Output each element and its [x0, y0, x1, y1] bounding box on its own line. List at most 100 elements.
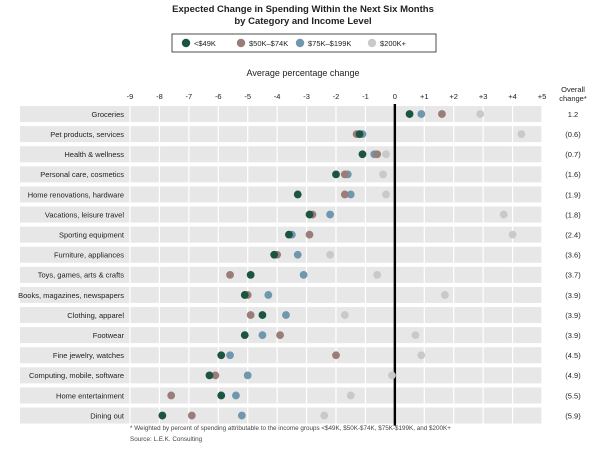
- category-band: [20, 126, 542, 143]
- category-band: [20, 387, 542, 404]
- x-tick-label: -1: [362, 92, 369, 101]
- data-point-3: [499, 210, 508, 219]
- data-point-3: [440, 291, 449, 299]
- legend-label-0: <$49K: [194, 39, 216, 48]
- overall-value: (1.9): [565, 190, 581, 199]
- data-point-2: [293, 250, 302, 259]
- data-point-3: [373, 270, 382, 279]
- category-label: Furniture, appliances: [54, 251, 124, 260]
- x-tick-label: -6: [215, 92, 222, 101]
- category-band: [20, 166, 542, 183]
- data-point-3: [379, 170, 387, 179]
- overall-value: (4.9): [565, 371, 581, 380]
- data-point-3: [382, 150, 390, 159]
- data-point-1: [226, 270, 234, 279]
- category-band: [20, 307, 542, 324]
- chart-subtitle: Average percentage change: [247, 68, 360, 78]
- data-point-3: [417, 351, 426, 360]
- gridlines: [129, 104, 543, 426]
- x-tick-label: +4: [508, 92, 517, 101]
- legend-label-1: $50K–$74K: [249, 39, 288, 48]
- data-point-0: [217, 351, 226, 360]
- category-label: Sporting equipment: [59, 230, 125, 239]
- category-band: [20, 286, 542, 303]
- data-point-2: [326, 210, 335, 219]
- category-labels: Groceries Pet products, services Health & …: [18, 110, 125, 421]
- data-point-2: [258, 331, 267, 340]
- category-band: [20, 367, 542, 384]
- data-point-0: [158, 411, 167, 420]
- legend-label-2: $75K–$199K: [308, 39, 351, 48]
- data-point-0: [270, 250, 279, 259]
- data-point-0: [246, 270, 255, 279]
- category-label: Home renovations, hardware: [28, 190, 124, 199]
- data-point-2: [226, 351, 234, 360]
- overall-header-line2: change*: [559, 94, 587, 103]
- data-point-3: [346, 391, 355, 400]
- data-point-3: [340, 311, 349, 319]
- data-point-0: [240, 291, 249, 299]
- overall-value: (3.9): [565, 331, 581, 340]
- chart-title-line1: Expected Change in Spending Within the N…: [172, 4, 434, 15]
- data-point-2: [346, 190, 355, 199]
- category-band: [20, 186, 542, 203]
- data-point-0: [285, 230, 293, 239]
- overall-value: (1.8): [565, 210, 581, 219]
- category-band: [20, 206, 542, 223]
- x-axis-ticks: -9 -8 -7 -6 -5 -4 -3 -2 -1 0 +1 +2 +3 +4 +5: [127, 92, 547, 101]
- data-point-0: [355, 130, 364, 139]
- overall-value: (2.4): [565, 230, 581, 239]
- overall-values: 1.2 (0.6) (0.7) (1.6) (1.9) (1.8) (2.4) (3.6) (3…: [565, 110, 581, 421]
- data-points: [158, 110, 526, 420]
- x-tick-label: -7: [186, 92, 193, 101]
- legend-marker-0: [181, 38, 191, 48]
- data-point-0: [205, 371, 214, 380]
- overall-value: (1.6): [565, 170, 581, 179]
- overall-value: (3.9): [565, 311, 581, 320]
- overall-value: (5.5): [565, 391, 581, 400]
- x-tick-label: -4: [274, 92, 281, 101]
- data-point-3: [411, 331, 420, 340]
- data-point-3: [320, 411, 329, 420]
- data-point-1: [332, 351, 340, 360]
- data-point-3: [326, 250, 335, 259]
- category-band: [20, 347, 542, 364]
- legend: <$49K $50K–$74K $75K–$199K $200K+: [171, 33, 437, 53]
- data-point-2: [237, 411, 246, 420]
- legend-marker-2: [295, 38, 305, 48]
- category-band: [20, 146, 542, 163]
- overall-value: (3.7): [565, 271, 581, 280]
- overall-header-line1: Overall: [561, 85, 585, 94]
- data-point-1: [340, 170, 349, 179]
- category-band: [20, 407, 542, 424]
- x-tick-label: 0: [393, 92, 397, 101]
- category-label: Pet products, services: [50, 130, 124, 139]
- category-label: Personal care, cosmetics: [40, 170, 124, 179]
- x-tick-label: -8: [156, 92, 163, 101]
- x-tick-label: +2: [449, 92, 458, 101]
- legend-label-3: $200K+: [380, 39, 407, 48]
- x-tick-label: +3: [479, 92, 488, 101]
- category-band: [20, 106, 542, 123]
- x-tick-label: -3: [303, 92, 310, 101]
- x-tick-label: +1: [420, 92, 429, 101]
- data-point-3: [382, 190, 390, 199]
- category-label: Groceries: [91, 110, 124, 119]
- category-label: Vacations, leisure travel: [45, 210, 124, 219]
- data-point-0: [258, 311, 267, 319]
- data-point-0: [240, 331, 249, 340]
- chart-title-line2: by Category and Income Level: [234, 16, 371, 27]
- data-point-1: [305, 230, 314, 239]
- category-label: Health & wellness: [64, 150, 124, 159]
- footnote: * Weighted by percent of spending attrib…: [130, 425, 451, 432]
- data-point-2: [282, 311, 290, 319]
- data-point-1: [187, 411, 196, 420]
- x-tick-label: -9: [127, 92, 134, 101]
- category-label: Books, magazines, newspapers: [18, 291, 124, 300]
- x-tick-label: -5: [244, 92, 251, 101]
- data-point-0: [293, 190, 302, 199]
- category-bands: [20, 106, 542, 424]
- category-label: Footwear: [93, 331, 125, 340]
- data-point-1: [340, 190, 349, 199]
- data-point-0: [405, 110, 414, 118]
